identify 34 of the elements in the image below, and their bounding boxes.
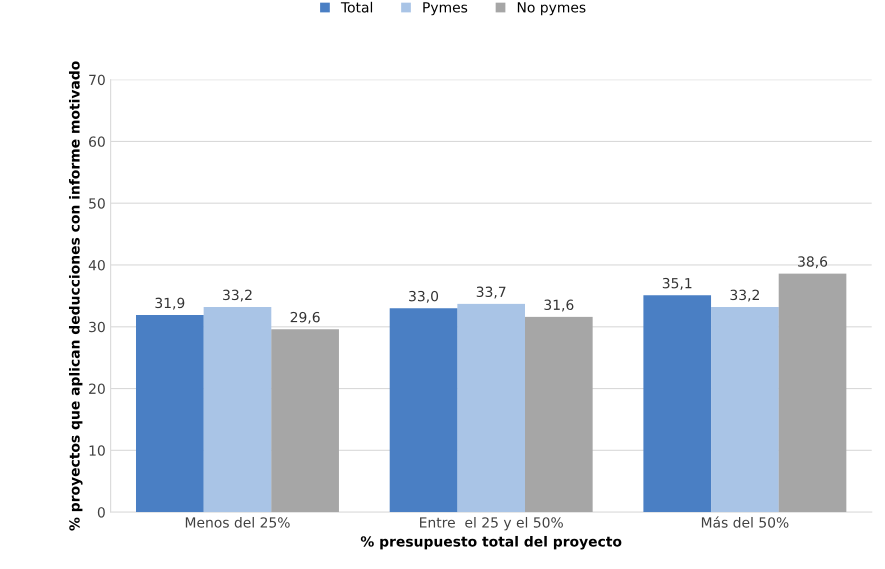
y-tick-label: 0 [98,507,105,518]
bar [457,304,525,512]
y-axis-title: % proyectos que aplican deducciones con informe motivado [68,61,83,531]
bar [136,315,204,512]
bar [711,307,779,512]
y-tick-label: 20 [89,384,105,394]
y-tick-label: 10 [90,445,105,456]
y-tick-label: 70 [89,74,105,86]
bar [271,329,339,512]
x-axis-title: % presupuesto total del proyecto [360,536,622,550]
data-label: 33,2 [730,290,759,302]
data-label: 33,0 [409,290,438,303]
y-tick-label: 60 [89,136,105,147]
bar [525,316,593,512]
x-tick-label: Entre el 25 y el 50% [420,516,563,530]
bar [204,307,272,512]
y-tick-label: 50 [89,198,105,209]
x-tick-label: Menos del 25% [186,516,290,528]
bar [390,308,458,512]
bar [778,274,846,512]
data-label: 38,6 [798,256,828,268]
y-tick-label: 30 [89,322,105,332]
data-label: 29,6 [290,312,320,324]
x-tick-label: Más del 50% [702,516,788,528]
legend-label: No pymes [518,2,586,16]
data-label: 31,6 [544,300,574,312]
legend-label: Total [340,2,372,13]
legend-label: Pymes [423,2,468,16]
data-label: 35,1 [662,278,692,290]
data-label: 33,7 [476,286,506,298]
bar [643,295,712,512]
data-label: 31,9 [155,298,184,310]
y-tick-label: 40 [88,260,105,270]
data-label: 33,2 [223,290,252,302]
